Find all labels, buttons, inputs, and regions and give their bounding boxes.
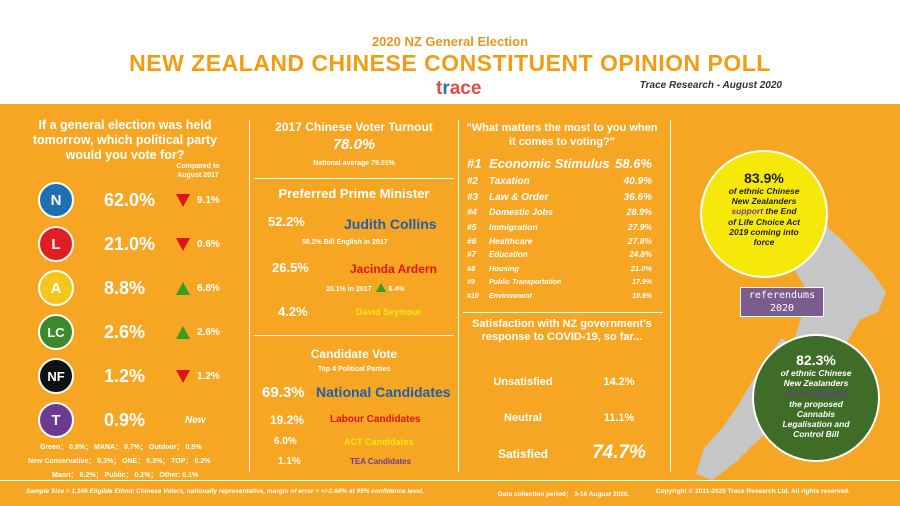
poll-title: NEW ZEALAND CHINESE CONSTITUENT OPINION … [129,50,771,76]
matters-row: #4 Domestic Jobs 28.9% [467,207,652,217]
pm-name: David Seymour [356,307,422,317]
party-value: 0.9% [104,410,146,430]
others-line: Maori： 0.2%； Public： 0.2%； Other: 0.1% [52,472,199,479]
matters-row: #5 Immigration 27.9% [467,222,652,232]
footer-period: Data collection period： 3-16 August 2020… [498,491,630,498]
poll-subtitle: 2020 NZ General Election [371,34,529,49]
matters-row: #8 Housing 21.0% [467,264,652,273]
party-value: 62.0% [104,190,156,210]
footer-copyright: Copyright © 2011-2020 Trace Research Ltd… [656,488,850,495]
candidate-name: National Candidates [316,384,451,400]
party-badge: A [38,270,74,306]
turnout-title: 2017 Chinese Voter Turnout [275,120,433,134]
satisfaction-value: 11.1% [603,412,635,424]
candidate-title: Candidate Vote [310,347,398,361]
divider-right [670,120,671,472]
matters-row: #7 Education 24.8% [467,250,652,259]
satisfaction-label: Unsatisfied [493,376,553,388]
candidate-name: TEA Candidates [350,457,412,466]
others-line: Green： 0.8%； MANA： 0.7%； Outdoor： 0.5% [40,444,202,451]
party-value: 1.2% [104,366,146,386]
pm-pct: 4.2% [278,304,308,319]
pm-note: 20.1% in 2017 6.4% [326,283,405,293]
divider-matters [463,312,663,313]
others-line: New Conservative： 0.3%； ONE： 0.3%； TOP： … [28,458,211,465]
source-label: Trace Research - August 2020 [639,80,782,91]
party-change: 2.6% [197,327,220,338]
matters-row: #10 Environment 10.8% [467,293,652,300]
party-row-lc: LC 2.6% 2.6% [38,314,238,350]
up-arrow-icon [375,283,386,292]
divider-pm [254,335,454,336]
compared-label: Compared to August 2017 [176,163,220,179]
divider-mid [458,120,459,472]
matters-title: "What matters the most to you when it co… [466,122,658,148]
down-arrow-icon [176,370,190,383]
pm-note: 58.2% Bill English in 2017 [302,239,388,246]
party-change: 6.8% [197,283,220,294]
divider-left [249,120,250,472]
party-change: 0.6% [197,239,220,250]
party-row-tea: T 0.9% New [38,402,238,438]
party-change: New [185,415,206,426]
pm-pct: 26.5% [272,260,309,275]
party-badge: LC [38,314,74,350]
up-arrow-icon [176,326,190,339]
divider-turnout [254,178,454,179]
satisfaction-value: 74.7% [592,442,646,463]
matters-row: #1 Economic Stimulus 58.6% [467,156,652,171]
matters-row: #6 Healthcare 27.8% [467,236,652,246]
party-value: 2.6% [104,322,146,342]
party-change: 1.2% [197,371,220,382]
cannabis-circle: 82.3% of ethnic Chinese New Zealanders d… [752,334,880,462]
party-value: 8.8% [104,278,146,298]
matters-row: #2 Taxation 40.9% [467,176,652,187]
satisfaction-title: Satisfaction with NZ government's respon… [472,318,652,344]
pm-title: Preferred Prime Minister [278,186,430,201]
party-row-labour: L 21.0% 0.6% [38,226,238,262]
eol-circle: 83.9% of ethnic Chinese New Zealanders s… [700,150,828,278]
matters-row: #9 Public Transportation 17.9% [467,279,652,286]
pm-name: Jacinda Ardern [350,262,437,276]
satisfaction-label: Satisfied [497,447,548,461]
candidate-pct: 69.3% [262,384,305,401]
party-badge: N [38,182,74,218]
turnout-note: National average 79.01% [313,160,395,167]
pm-name: Judith Collins [344,216,437,232]
down-arrow-icon [176,238,190,251]
candidate-name: Labour Candidates [330,414,421,425]
candidate-pct: 1.1% [278,456,301,467]
pm-pct: 52.2% [268,214,305,229]
party-row-national: N 62.0% 9.1% [38,182,238,218]
header-banner: 2020 NZ General Election NEW ZEALAND CHI… [0,0,900,104]
party-badge: NF [38,358,74,394]
divider-footer [0,480,900,481]
satisfaction-value: 14.2% [603,376,635,388]
party-row-nzfirst: NF 1.2% 1.2% [38,358,238,394]
up-arrow-icon [176,282,190,295]
party-row-act: A 8.8% 6.8% [38,270,238,306]
candidate-pct: 19.2% [270,413,305,427]
matters-row: #3 Law & Order 36.6% [467,192,652,203]
party-value: 21.0% [104,234,156,254]
referendums-badge: referendums 2020 [740,287,824,317]
candidate-name: ACT Candidates [344,437,414,447]
party-badge: T [38,402,74,438]
party-change: 9.1% [197,195,220,206]
satisfaction-label: Neutral [504,412,542,424]
down-arrow-icon [176,194,190,207]
trace-logo: trace [436,78,482,99]
turnout-value: 78.0% [332,136,376,153]
candidate-subtitle: Top 4 Political Parties [317,366,391,373]
footer-sample: Sample Size = 1,346 Eligible Ethnic Chin… [26,488,424,495]
vote-question: If a general election was held tomorrow,… [32,118,218,162]
candidate-pct: 6.0% [274,436,297,447]
party-badge: L [38,226,74,262]
